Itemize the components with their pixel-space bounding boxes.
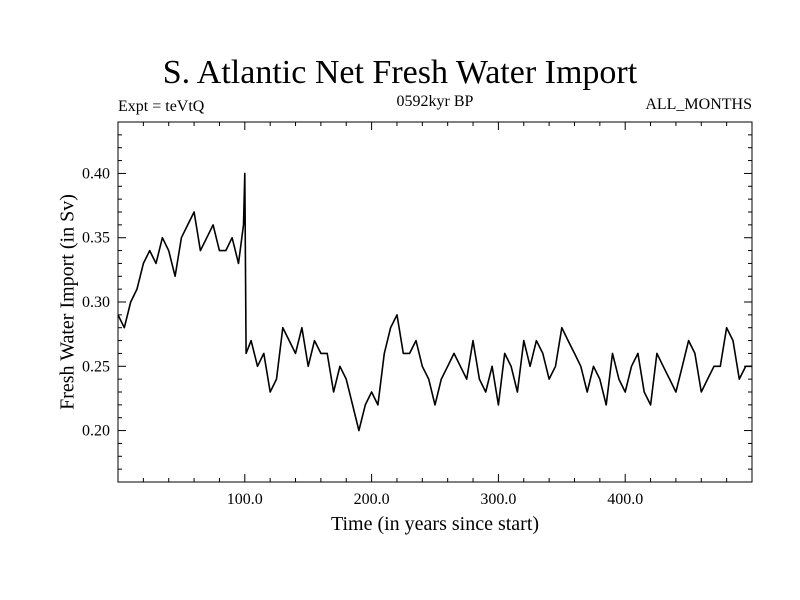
y-tick-label: 0.25 [82, 358, 110, 375]
chart-title: S. Atlantic Net Fresh Water Import [162, 54, 638, 91]
y-tick-label: 0.35 [82, 230, 110, 247]
experiment-label: Expt = teVtQ [118, 98, 205, 115]
x-tick-label: 300.0 [480, 491, 516, 508]
x-tick-label: 400.0 [607, 491, 643, 508]
y-tick-label: 0.30 [82, 294, 110, 311]
plot-frame [117, 121, 753, 483]
x-axis: 100.0 200.0 300.0 400.0 [117, 122, 753, 508]
y-axis: 0.20 0.25 0.30 0.35 0.40 [82, 121, 752, 483]
series-line [117, 172, 752, 432]
period-label: 0592kyr BP [396, 93, 474, 110]
x-tick-label: 100.0 [227, 491, 263, 508]
y-tick-label: 0.20 [82, 423, 110, 440]
y-tick-label: 0.40 [82, 165, 110, 182]
x-axis-label: Time (in years since start) [330, 513, 540, 535]
x-tick-label: 200.0 [354, 491, 390, 508]
months-label: ALL_MONTHS [645, 96, 752, 113]
